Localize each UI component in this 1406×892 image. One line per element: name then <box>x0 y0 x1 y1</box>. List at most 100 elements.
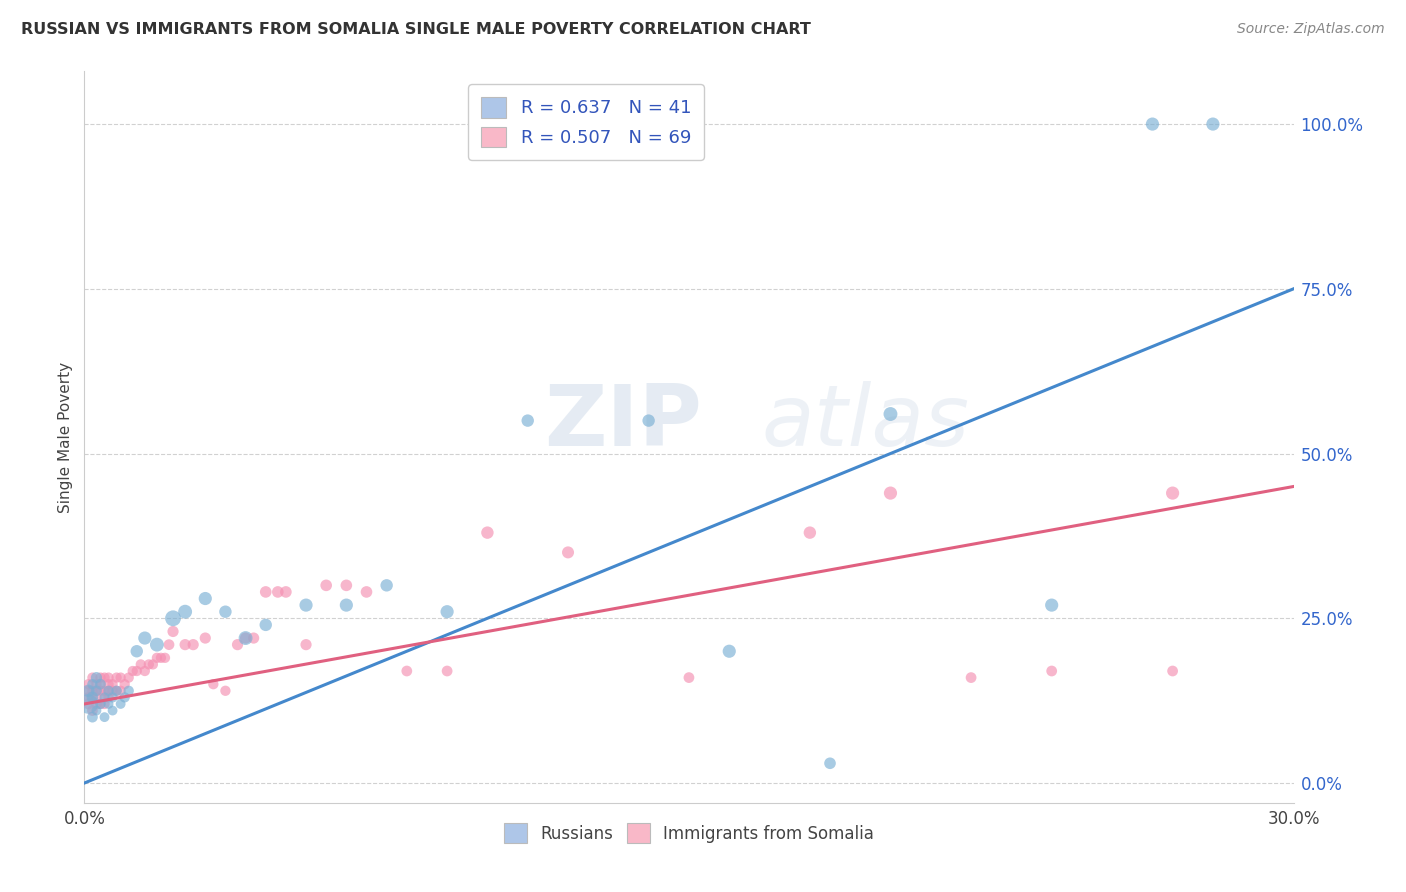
Point <box>118 683 141 698</box>
Point <box>149 650 172 665</box>
Point <box>181 638 204 652</box>
Point <box>214 605 236 619</box>
Text: atlas: atlas <box>762 381 970 464</box>
Point <box>86 690 108 705</box>
Point <box>93 690 115 705</box>
Point <box>82 690 104 705</box>
Point <box>214 683 236 698</box>
Point <box>82 710 104 724</box>
Point <box>101 677 124 691</box>
Point <box>86 677 108 691</box>
Point <box>77 683 100 698</box>
Point <box>242 631 264 645</box>
Point <box>114 690 136 705</box>
Point <box>1202 117 1225 131</box>
Y-axis label: Single Male Poverty: Single Male Poverty <box>58 361 73 513</box>
Point <box>129 657 152 672</box>
Point <box>82 704 104 718</box>
Point <box>105 671 128 685</box>
Point <box>142 657 165 672</box>
Point <box>105 683 128 698</box>
Point <box>146 638 169 652</box>
Point <box>82 690 104 705</box>
Point <box>516 414 538 428</box>
Point <box>93 697 115 711</box>
Point <box>295 638 318 652</box>
Point <box>174 638 197 652</box>
Point <box>477 525 499 540</box>
Point <box>97 677 120 691</box>
Point <box>436 664 458 678</box>
Point <box>110 697 132 711</box>
Point <box>194 631 217 645</box>
Point <box>202 677 225 691</box>
Point <box>174 605 197 619</box>
Point <box>121 664 143 678</box>
Point <box>86 704 108 718</box>
Point <box>1040 598 1063 612</box>
Point <box>718 644 741 658</box>
Point <box>93 690 115 705</box>
Point <box>162 611 184 625</box>
Point <box>82 671 104 685</box>
Point <box>134 664 156 678</box>
Point <box>254 585 277 599</box>
Point <box>1040 664 1063 678</box>
Text: ZIP: ZIP <box>544 381 702 464</box>
Point <box>879 407 901 421</box>
Point <box>77 690 100 705</box>
Point <box>637 414 659 428</box>
Point <box>157 638 180 652</box>
Point <box>557 545 579 559</box>
Point <box>86 697 108 711</box>
Point <box>97 671 120 685</box>
Point <box>356 585 378 599</box>
Point <box>110 683 132 698</box>
Point <box>436 605 458 619</box>
Point <box>97 683 120 698</box>
Point <box>235 631 257 645</box>
Point <box>93 710 115 724</box>
Point <box>114 677 136 691</box>
Point <box>799 525 821 540</box>
Point <box>89 683 111 698</box>
Point <box>254 618 277 632</box>
Point <box>97 683 120 698</box>
Point <box>89 677 111 691</box>
Point <box>153 650 176 665</box>
Point <box>125 664 148 678</box>
Point <box>101 690 124 705</box>
Point <box>77 697 100 711</box>
Text: Source: ZipAtlas.com: Source: ZipAtlas.com <box>1237 22 1385 37</box>
Point <box>335 598 357 612</box>
Point <box>97 690 120 705</box>
Point <box>86 671 108 685</box>
Point <box>335 578 357 592</box>
Point <box>77 683 100 698</box>
Point <box>125 644 148 658</box>
Point <box>93 671 115 685</box>
Point <box>1161 664 1184 678</box>
Legend: Russians, Immigrants from Somalia: Russians, Immigrants from Somalia <box>498 817 880 849</box>
Point <box>678 671 700 685</box>
Point <box>105 683 128 698</box>
Point <box>267 585 290 599</box>
Point <box>295 598 318 612</box>
Point <box>77 677 100 691</box>
Point <box>82 683 104 698</box>
Point <box>1142 117 1164 131</box>
Point <box>315 578 337 592</box>
Point <box>226 638 249 652</box>
Point <box>82 677 104 691</box>
Point <box>110 671 132 685</box>
Point <box>375 578 398 592</box>
Point <box>960 671 983 685</box>
Point <box>89 671 111 685</box>
Point <box>134 631 156 645</box>
Point <box>86 683 108 698</box>
Point <box>1161 486 1184 500</box>
Point <box>118 671 141 685</box>
Point <box>162 624 184 639</box>
Point <box>93 683 115 698</box>
Point <box>97 697 120 711</box>
